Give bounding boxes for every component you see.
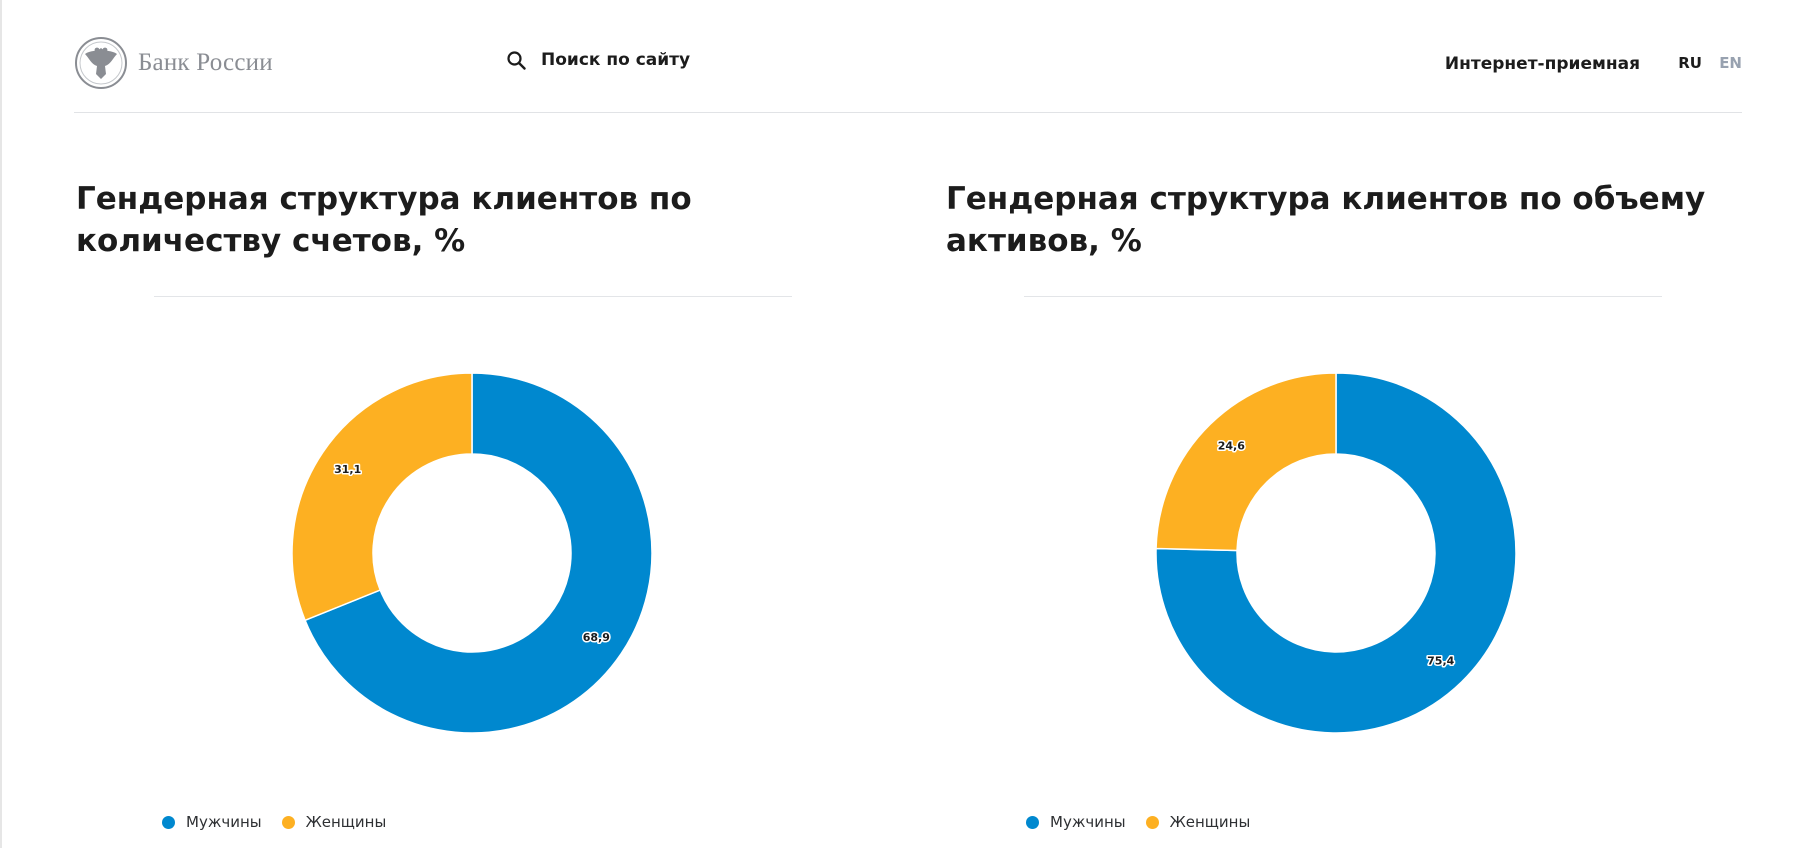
- donut-slice-women[interactable]: [1155, 372, 1337, 552]
- site-search[interactable]: Поиск по сайту: [506, 50, 690, 70]
- chart-title: Гендерная структура клиентов по объему а…: [946, 181, 1706, 259]
- chart-legend: Мужчины Женщины: [1026, 813, 1270, 831]
- donut-slice-women[interactable]: [291, 372, 473, 622]
- search-icon: [507, 51, 526, 70]
- donut-chart: 68,9 31,1: [291, 372, 653, 734]
- language-switcher: RU EN: [1666, 54, 1742, 72]
- site-header: Банк России Поиск по сайту Интернет-прие…: [74, 32, 1742, 112]
- eagle-emblem-icon: [75, 37, 127, 89]
- chart-title-divider: [1024, 296, 1662, 297]
- data-label-women: 24,6: [1218, 440, 1245, 453]
- legend-women-dot-icon: [281, 815, 295, 829]
- chart-panel-accounts: Гендерная структура клиентов по количест…: [76, 178, 866, 848]
- donut-slice-men[interactable]: [304, 372, 653, 734]
- logo-text: Банк России: [138, 49, 273, 76]
- legend-men-label: Мужчины: [1050, 813, 1126, 831]
- page-left-border: [0, 0, 2, 848]
- legend-men-dot-icon: [1026, 815, 1039, 829]
- chart-title-divider: [154, 296, 792, 297]
- data-label-men: 75,4: [1427, 654, 1454, 667]
- chart-title: Гендерная структура клиентов по количест…: [76, 181, 692, 259]
- chart-panel-assets: Гендерная структура клиентов по объему а…: [946, 178, 1736, 848]
- data-label-women: 31,1: [334, 463, 361, 476]
- legend-item-men[interactable]: Мужчины: [1026, 813, 1126, 831]
- donut-chart: 75,4 24,6: [1155, 372, 1517, 734]
- legend-women-dot-icon: [1145, 815, 1159, 829]
- lang-ru-link[interactable]: RU: [1678, 54, 1702, 72]
- legend-women-label: Женщины: [305, 813, 387, 831]
- search-label: Поиск по сайту: [541, 50, 691, 70]
- legend-men-dot-icon: [162, 815, 175, 829]
- header-divider: [74, 112, 1742, 113]
- legend-item-women[interactable]: Женщины: [1145, 813, 1251, 831]
- lang-en-link[interactable]: EN: [1719, 54, 1742, 72]
- legend-item-men[interactable]: Мужчины: [162, 813, 262, 831]
- data-label-men: 68,9: [583, 631, 610, 644]
- legend-men-label: Мужчины: [186, 813, 262, 831]
- logo[interactable]: Банк России: [74, 36, 273, 90]
- internet-reception-link[interactable]: Интернет-приемная: [1444, 54, 1640, 74]
- legend-item-women[interactable]: Женщины: [281, 813, 387, 831]
- donut-slice-men[interactable]: [1155, 372, 1517, 734]
- legend-women-label: Женщины: [1169, 813, 1251, 831]
- chart-legend: Мужчины Женщины: [162, 813, 406, 831]
